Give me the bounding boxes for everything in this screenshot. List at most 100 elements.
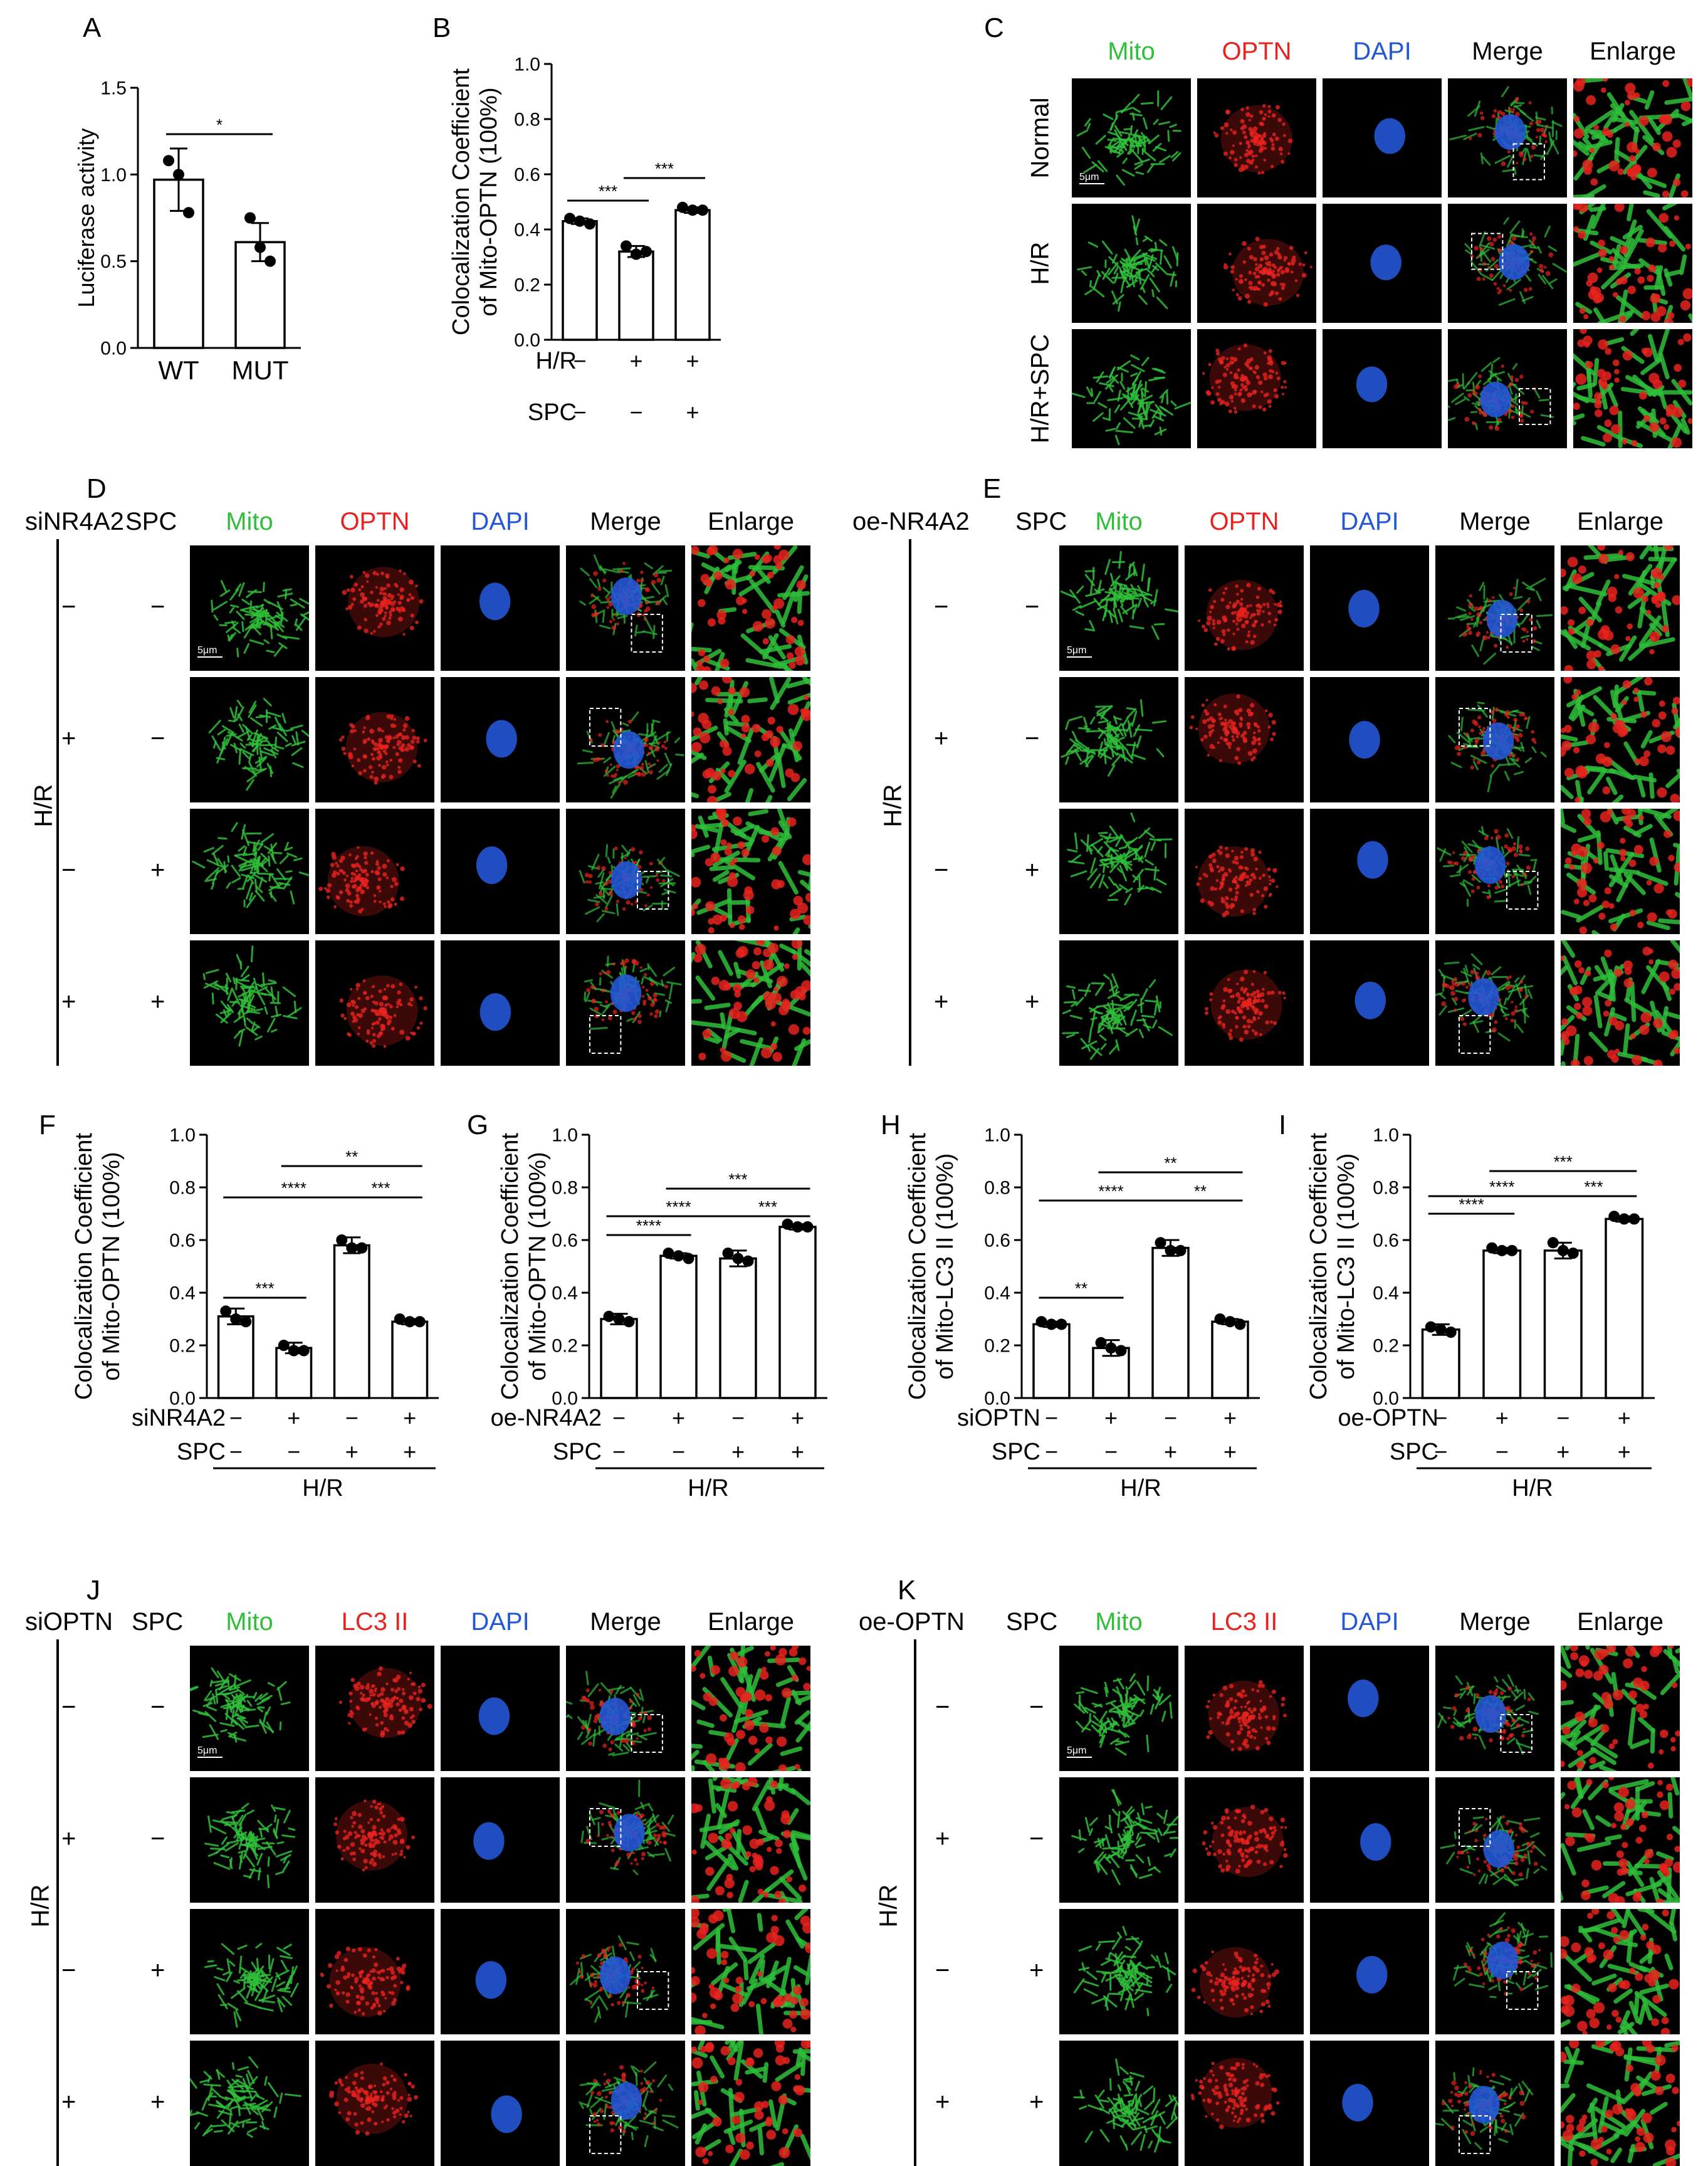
condition-sign: +	[150, 2088, 165, 2116]
y-tick-label: 0.6	[514, 165, 540, 186]
micrograph-lc3-ii	[315, 1646, 434, 1771]
micrograph-enlarge-image	[1561, 677, 1680, 802]
data-point	[336, 1234, 347, 1246]
micrograph-optn-image	[315, 809, 434, 934]
condition-sign: −	[612, 1405, 626, 1431]
significance-label: ***	[728, 1170, 747, 1189]
condition-sign: −	[1029, 1693, 1044, 1722]
condition-sign: −	[573, 348, 586, 374]
micrograph-enlarge	[1573, 204, 1692, 323]
panel-label-g: G	[467, 1110, 488, 1141]
channel-header: Merge	[1472, 38, 1543, 66]
channel-header: Enlarge	[1577, 1608, 1663, 1636]
condition-sign: +	[1223, 1439, 1237, 1464]
condition-sign: −	[731, 1405, 745, 1431]
channel-header: DAPI	[1340, 508, 1398, 536]
significance-label: **	[1164, 1154, 1176, 1172]
micrograph-dapi	[1310, 677, 1429, 802]
condition-sign: +	[1618, 1405, 1631, 1431]
micrograph-merge-image	[1435, 2041, 1554, 2166]
data-point	[584, 218, 595, 229]
condition-sign: +	[150, 988, 165, 1016]
y-tick-label: 0.8	[514, 110, 540, 130]
data-point	[1506, 1245, 1517, 1256]
factor-label: siOPTN	[25, 1608, 113, 1636]
micrograph-dapi-image	[441, 809, 560, 934]
condition-sign: −	[1029, 1825, 1044, 1853]
condition-sign: +	[935, 1825, 950, 1853]
micrograph-mito	[190, 1909, 309, 2034]
data-point	[743, 1256, 754, 1267]
y-axis-label: Colocalization Coefficient	[1306, 1133, 1332, 1400]
row-label: Normal	[1027, 98, 1055, 179]
y-tick-label: 1.0	[984, 1125, 1010, 1146]
micrograph-dapi	[1310, 940, 1429, 1066]
group-label: H/R	[27, 1885, 55, 1928]
bar	[392, 1322, 427, 1398]
data-point	[240, 1316, 251, 1327]
significance-label: ****	[1098, 1182, 1123, 1201]
micrograph-lc3-ii-image	[315, 1646, 434, 1771]
channel-header: Mito	[226, 508, 273, 536]
y-tick-label: 0.2	[1373, 1336, 1399, 1357]
data-point	[733, 1253, 744, 1264]
micrograph-enlarge	[1573, 78, 1692, 197]
bar	[676, 210, 710, 340]
micrograph-mito-image	[1072, 329, 1191, 448]
y-tick-label: 0.4	[984, 1283, 1010, 1304]
micrograph-optn-image	[1185, 677, 1304, 802]
micrograph-dapi	[441, 677, 560, 802]
condition-sign: −	[61, 856, 76, 885]
condition-sign: +	[345, 1439, 359, 1464]
micrograph-mito-image: 5μm	[1059, 1646, 1178, 1771]
micrograph-optn	[1197, 204, 1316, 323]
micrograph-merge-image	[566, 1646, 685, 1771]
condition-sign: −	[612, 1439, 626, 1464]
data-point	[1056, 1318, 1067, 1330]
bar	[661, 1256, 696, 1398]
micrograph-mito-image	[1059, 677, 1178, 802]
micrograph-merge	[1435, 1646, 1554, 1771]
scale-bar-label: 5μm	[1067, 645, 1086, 656]
significance-label: ***	[758, 1197, 777, 1216]
data-point	[254, 242, 266, 253]
condition-sign: +	[629, 348, 642, 374]
micrograph-dapi	[1310, 809, 1429, 934]
micrograph-mito-image	[190, 940, 309, 1066]
condition-row-label: SPC	[553, 1439, 602, 1465]
condition-sign: −	[61, 593, 76, 621]
data-point	[356, 1243, 367, 1254]
micrograph-lc3-ii	[315, 2041, 434, 2166]
data-point	[288, 1345, 300, 1356]
micrograph-dapi-image	[441, 1909, 560, 2034]
condition-sign: −	[1045, 1439, 1058, 1464]
channel-header: Enlarge	[708, 1608, 794, 1636]
channel-header: Mito	[1095, 508, 1143, 536]
panel-label-c: C	[984, 13, 1004, 44]
micrograph-dapi-image	[1310, 1909, 1429, 2034]
y-tick-label: 0.2	[552, 1336, 578, 1357]
significance-label: ***	[255, 1279, 274, 1298]
roi-box	[1507, 871, 1538, 909]
channel-header: Enlarge	[708, 508, 794, 536]
micrograph-enlarge-image	[1561, 940, 1680, 1066]
channel-header: OPTN	[340, 508, 409, 536]
micrograph-mito: 5μm	[1059, 545, 1178, 671]
micrograph-merge	[1448, 329, 1567, 448]
micrograph-merge-image	[1448, 78, 1567, 197]
data-point	[1548, 1237, 1559, 1248]
micrograph-enlarge	[1561, 940, 1680, 1066]
condition-sign: −	[1045, 1405, 1058, 1431]
data-point	[564, 213, 575, 224]
micrograph-mito	[1059, 677, 1178, 802]
micrograph-mito-image	[1059, 1777, 1178, 1903]
micrograph-enlarge-image	[691, 1909, 810, 2034]
panel-label-f: F	[39, 1110, 56, 1141]
micrograph-dapi	[1310, 1777, 1429, 1903]
micrograph-enlarge	[1561, 2041, 1680, 2166]
y-axis-label: Colocalization Coefficient	[71, 1133, 97, 1400]
micrograph-mito	[1059, 1909, 1178, 2034]
condition-sign: +	[934, 988, 948, 1016]
data-point	[278, 1340, 290, 1351]
